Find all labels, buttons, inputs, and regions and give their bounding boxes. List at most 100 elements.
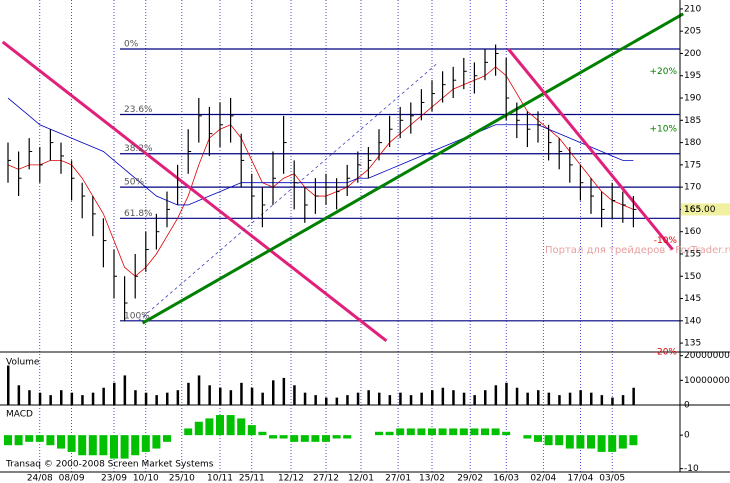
fib-label: 23.6% bbox=[124, 105, 153, 115]
macd-bar bbox=[269, 435, 277, 439]
x-tick-label: 27/12 bbox=[313, 474, 339, 483]
volume-bar bbox=[134, 390, 137, 405]
y-tick-label: 0 bbox=[684, 431, 690, 441]
macd-bar bbox=[120, 435, 129, 459]
panel-title: Volume bbox=[6, 358, 40, 368]
y-tick-label: 20000000 bbox=[684, 351, 730, 361]
y-tick-label: 140 bbox=[684, 316, 701, 326]
y-tick-label: 0 bbox=[684, 401, 690, 411]
fib-label: 38.2% bbox=[124, 144, 153, 154]
volume-bar bbox=[473, 395, 476, 405]
macd-bar bbox=[629, 435, 638, 446]
macd-bar bbox=[35, 435, 44, 442]
macd-bar bbox=[597, 435, 606, 452]
volume-bar bbox=[346, 395, 349, 405]
x-tick-label: 12/12 bbox=[278, 474, 304, 483]
macd-bar bbox=[385, 431, 394, 436]
volume-bar bbox=[579, 390, 582, 405]
macd-bar bbox=[322, 435, 330, 442]
volume-bar bbox=[303, 392, 307, 405]
macd-bar bbox=[449, 428, 458, 436]
percent-mark: -20% bbox=[654, 348, 678, 358]
macd-bar bbox=[311, 435, 320, 442]
watermark: Портал для трейдеров - ForTrader.ru bbox=[545, 245, 730, 256]
macd-bar bbox=[184, 428, 193, 436]
macd-bar bbox=[608, 435, 617, 452]
y-tick-label: 195 bbox=[684, 71, 701, 81]
macd-bar bbox=[78, 435, 87, 456]
y-tick-label: 135 bbox=[684, 339, 701, 349]
volume-bar bbox=[102, 387, 105, 405]
macd-bar bbox=[618, 435, 627, 449]
volume-bar bbox=[187, 382, 190, 405]
volume-bar bbox=[91, 392, 95, 405]
volume-bar bbox=[441, 387, 445, 405]
y-tick-label: 185 bbox=[684, 116, 701, 126]
volume-bar bbox=[325, 397, 328, 405]
macd-bar bbox=[226, 415, 235, 436]
volume-bar bbox=[229, 390, 233, 405]
volume-bar bbox=[176, 390, 180, 405]
x-tick-label: 24/08 bbox=[27, 474, 53, 483]
macd-bar bbox=[396, 428, 405, 436]
volume-bar bbox=[484, 390, 487, 405]
macd-bar bbox=[88, 435, 97, 456]
x-tick-label: 08/09 bbox=[59, 474, 85, 483]
macd-bar bbox=[237, 418, 246, 436]
volume-bar bbox=[17, 385, 21, 405]
volume-bar bbox=[219, 387, 222, 405]
copyright: Transaq © 2000-2008 Screen Market System… bbox=[5, 460, 214, 470]
macd-bar bbox=[46, 435, 55, 446]
macd-bar bbox=[587, 435, 595, 449]
trend-line bbox=[141, 12, 684, 325]
volume-bar bbox=[113, 382, 116, 405]
y-tick-label: 160 bbox=[684, 227, 701, 237]
macd-bar bbox=[216, 415, 224, 436]
fib-label: 50% bbox=[124, 178, 144, 188]
volume-bar bbox=[250, 387, 254, 405]
x-tick-label: 03/05 bbox=[599, 474, 625, 483]
volume-bar bbox=[409, 395, 413, 405]
macd-bar bbox=[343, 435, 352, 439]
volume-bar bbox=[123, 375, 127, 405]
fib-label: 0% bbox=[124, 40, 139, 50]
last-price-label: 165.00 bbox=[684, 205, 716, 215]
y-tick-label: 170 bbox=[684, 183, 701, 193]
y-tick-label: 180 bbox=[684, 138, 701, 148]
volume-bar bbox=[378, 392, 381, 405]
volume-bar bbox=[494, 385, 498, 405]
macd-bar bbox=[523, 435, 532, 439]
volume-bar bbox=[314, 395, 317, 405]
volume-bar bbox=[335, 397, 339, 405]
volume-bar bbox=[81, 395, 84, 405]
macd-bar bbox=[470, 428, 479, 436]
macd-bar bbox=[375, 431, 383, 436]
volume-bar bbox=[611, 397, 614, 405]
volume-bar bbox=[282, 377, 286, 405]
y-tick-label: 200 bbox=[684, 49, 701, 59]
macd-bar bbox=[14, 435, 23, 446]
volume-bar bbox=[632, 387, 635, 405]
x-tick-label: 13/02 bbox=[419, 474, 445, 483]
macd-bar bbox=[502, 431, 511, 436]
volume-bar bbox=[144, 392, 148, 405]
labels-layer: Портал для трейдеров - ForTrader.ru Volu… bbox=[5, 4, 730, 483]
volume-bar bbox=[452, 390, 455, 405]
volume-bar bbox=[7, 365, 10, 405]
volume-bar bbox=[240, 382, 243, 405]
macd-bar bbox=[300, 435, 309, 442]
y-tick-label: 150 bbox=[684, 272, 701, 282]
volume-bar bbox=[49, 395, 52, 405]
y-tick-label: 190 bbox=[684, 94, 701, 104]
volume-bar bbox=[462, 392, 466, 405]
macd-bar bbox=[565, 435, 574, 449]
macd-bar bbox=[57, 435, 65, 449]
volume-bar bbox=[197, 375, 201, 405]
macd-bar bbox=[555, 435, 564, 446]
volume-bar bbox=[568, 392, 572, 405]
fib-label: 61.8% bbox=[124, 209, 153, 219]
volume-bar bbox=[38, 392, 42, 405]
macd-bar bbox=[459, 428, 468, 436]
macd-bar bbox=[481, 428, 489, 436]
